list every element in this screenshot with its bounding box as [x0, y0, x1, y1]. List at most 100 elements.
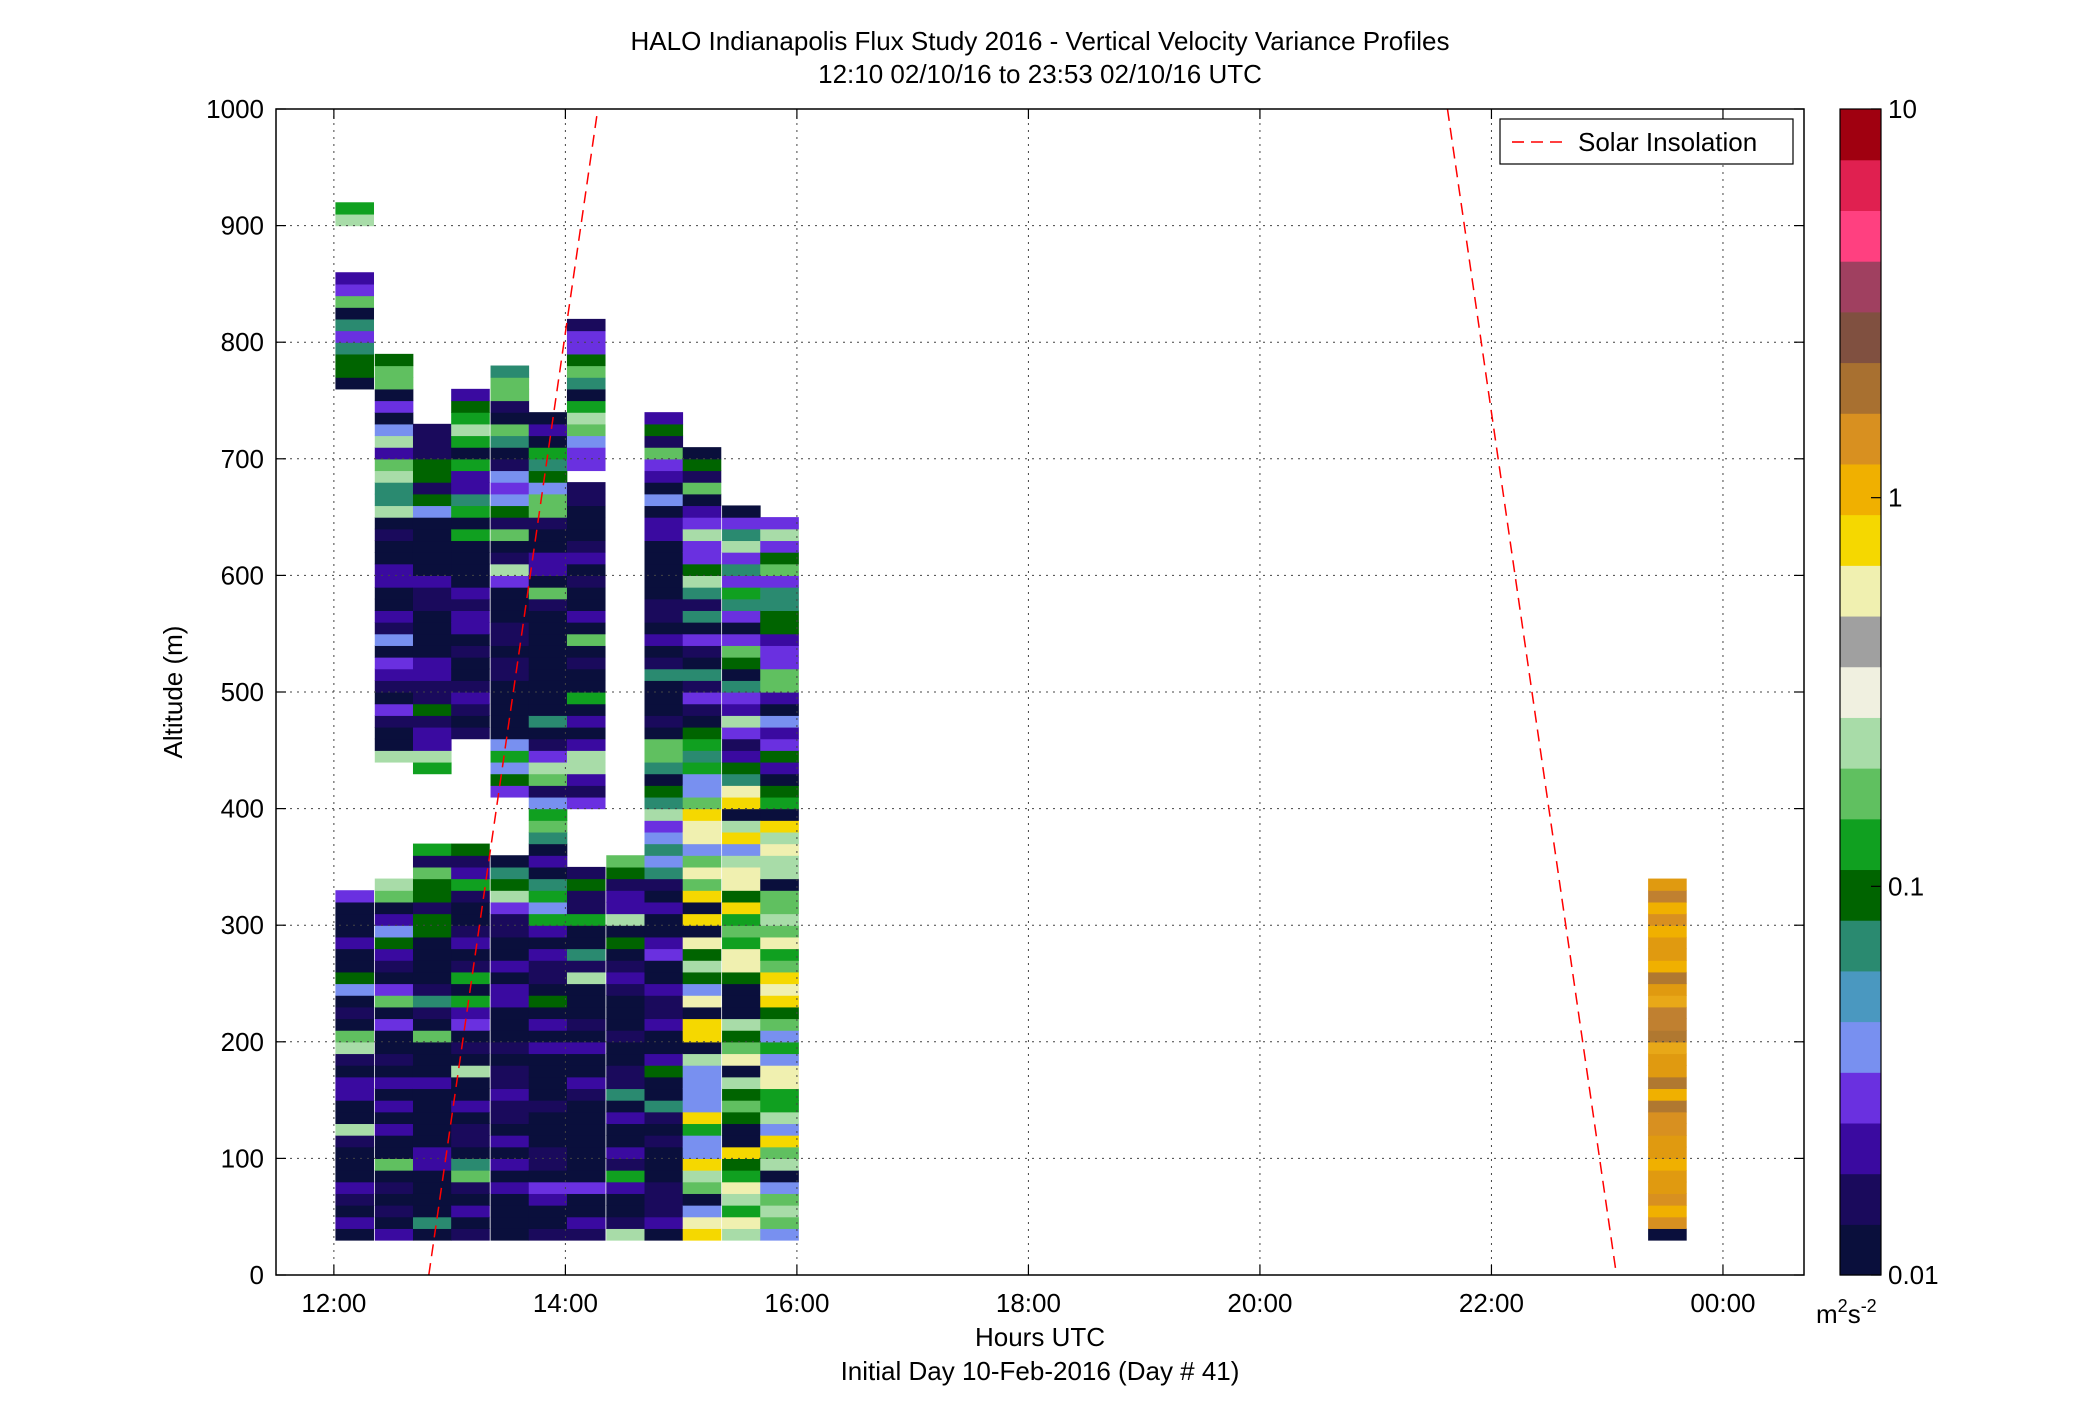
heatmap-cell [451, 610, 490, 623]
heatmap-cell [490, 1123, 530, 1136]
heatmap-cell [760, 668, 799, 681]
heatmap-cell [566, 761, 606, 775]
heatmap-cell [528, 715, 568, 728]
heatmap-cell [760, 528, 799, 542]
heatmap-cell [644, 458, 684, 472]
heatmap-cell [566, 657, 606, 670]
heatmap-cell [644, 878, 684, 891]
heatmap-cell [528, 587, 568, 600]
heatmap-cell [722, 680, 761, 693]
heatmap-cell [335, 1123, 375, 1136]
heatmap-cell [682, 820, 722, 833]
heatmap-cell [760, 948, 799, 961]
heatmap-cell [412, 1111, 452, 1125]
heatmap-cell [490, 773, 530, 786]
heatmap-cell [335, 1041, 375, 1055]
heatmap-cell [644, 610, 684, 623]
heatmap-cell [760, 610, 799, 623]
heatmap-cell [528, 540, 568, 553]
heatmap-cell [566, 1053, 606, 1066]
heatmap-cell [722, 633, 761, 646]
heatmap-cell [528, 1100, 568, 1113]
heatmap-cell [528, 983, 568, 996]
heatmap-cell [451, 540, 490, 553]
heatmap-cell [490, 598, 530, 611]
heatmap-cell [374, 482, 414, 495]
heatmap-cell [490, 692, 530, 705]
heatmap-cell [682, 995, 722, 1008]
chart-subtitle: 12:10 02/10/16 to 23:53 02/10/16 UTC [818, 59, 1262, 89]
heatmap-cell [412, 1006, 452, 1020]
x-axis-label: Hours UTC [975, 1322, 1105, 1352]
heatmap-cell [412, 552, 452, 565]
heatmap-cell [528, 703, 568, 716]
heatmap-cell [722, 1135, 761, 1148]
heatmap-cell [528, 470, 568, 483]
heatmap-cell [528, 1053, 568, 1066]
heatmap-cell [566, 435, 606, 448]
y-tick-label: 500 [221, 677, 264, 707]
heatmap-cell [451, 505, 490, 518]
heatmap-cell [335, 202, 375, 215]
heatmap-cell [682, 458, 722, 472]
heatmap-cell [374, 1053, 414, 1066]
heatmap-cell [722, 936, 761, 950]
heatmap-cell [335, 1205, 375, 1218]
heatmap-cell [566, 785, 606, 798]
heatmap-cell [722, 1123, 761, 1136]
heatmap-cell [644, 1135, 684, 1148]
heatmap-cell [606, 925, 645, 938]
heatmap-cell [760, 1111, 799, 1125]
heatmap-cell [566, 890, 606, 903]
heatmap-cell [374, 1100, 414, 1113]
heatmap-cell [451, 925, 490, 938]
y-axis-label: Altitude (m) [158, 626, 188, 759]
heatmap-cell [374, 1216, 414, 1229]
heatmap-cell [412, 1216, 452, 1229]
heatmap-cell [722, 960, 761, 973]
heatmap-cell [1648, 948, 1687, 961]
heatmap-cell [412, 470, 452, 483]
heatmap-cell [451, 1076, 490, 1090]
heatmap-cell [335, 1065, 375, 1078]
heatmap-cell [490, 622, 530, 635]
heatmap-cell [528, 1228, 568, 1241]
heatmap-cell [682, 1228, 722, 1241]
heatmap-cell [1648, 983, 1687, 996]
heatmap-cell [412, 1158, 452, 1171]
heatmap-cell [606, 1123, 645, 1136]
heatmap-cell [644, 738, 684, 751]
heatmap-cell [682, 796, 722, 810]
heatmap-cell [606, 1181, 645, 1194]
heatmap-cell [566, 1076, 606, 1090]
heatmap-cell [374, 668, 414, 681]
heatmap-cell [451, 1018, 490, 1031]
heatmap-cell [644, 960, 684, 973]
heatmap-cell [412, 692, 452, 705]
heatmap-cell [451, 1030, 490, 1043]
chart-title: HALO Indianapolis Flux Study 2016 - Vert… [631, 26, 1450, 56]
heatmap-cell [490, 412, 530, 425]
heatmap-cell [490, 447, 530, 460]
heatmap-cell [644, 622, 684, 635]
heatmap-cell [722, 1146, 761, 1159]
heatmap-cell [644, 412, 684, 425]
heatmap-cell [451, 866, 490, 880]
heatmap-cell [644, 540, 684, 553]
heatmap-cell [335, 272, 375, 285]
heatmap-cell [451, 470, 490, 483]
heatmap-cell [760, 633, 799, 646]
heatmap-cell [335, 1135, 375, 1148]
heatmap-cell [566, 342, 606, 355]
heatmap-cell [451, 645, 490, 658]
heatmap-cell [722, 866, 761, 880]
heatmap-cell [682, 633, 722, 646]
heatmap-cell [490, 668, 530, 681]
heatmap-cell [490, 505, 530, 518]
heatmap-cell [412, 1123, 452, 1136]
heatmap-cell [722, 587, 761, 600]
heatmap-cell [490, 913, 530, 926]
heatmap-cell [528, 995, 568, 1008]
heatmap-cell [528, 622, 568, 635]
heatmap-cell [566, 715, 606, 728]
